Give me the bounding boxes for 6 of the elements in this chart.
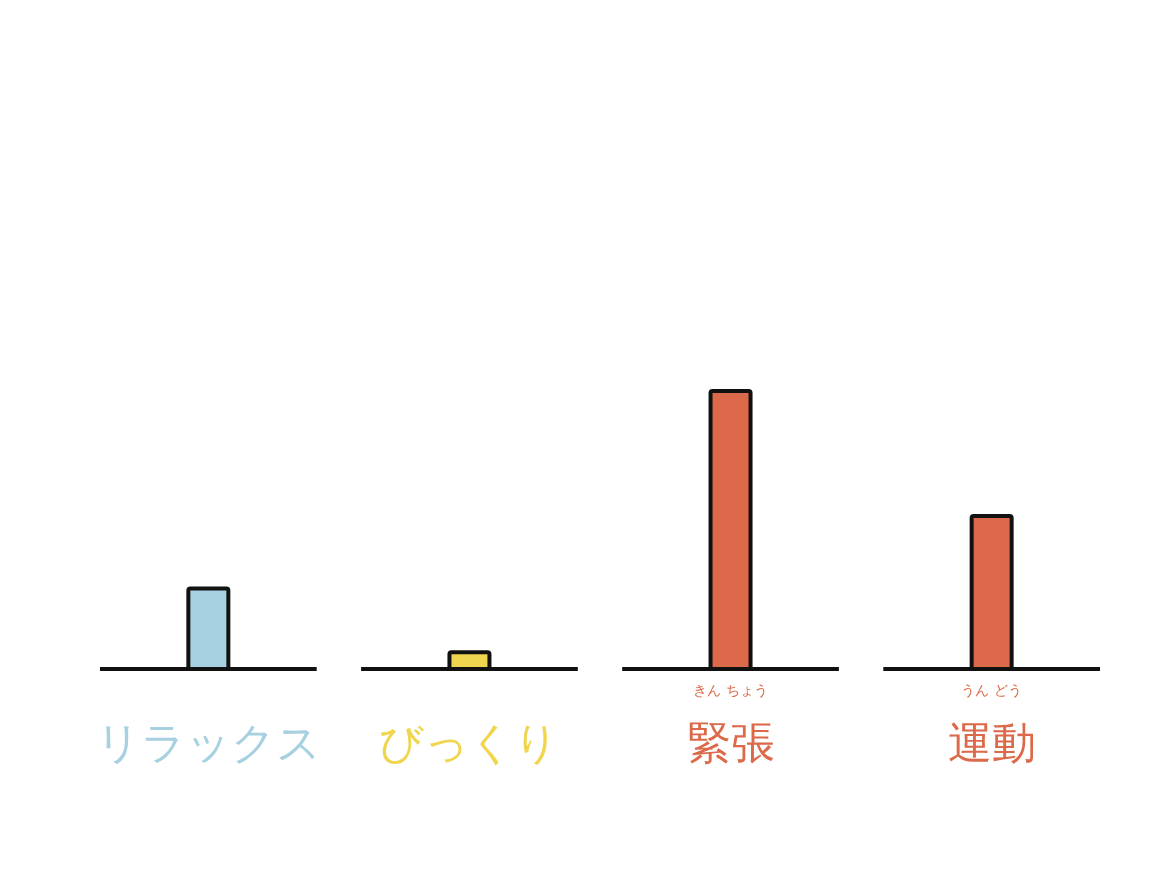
x-tick-label: リラックス (95, 716, 321, 768)
text: きん ちょう (693, 682, 768, 698)
x-tick-label: びっくり (379, 716, 560, 768)
text: うん どう (961, 682, 1022, 698)
x-tick-label: 運動 (947, 716, 1036, 768)
x-tick-label: 緊張 (686, 716, 775, 768)
